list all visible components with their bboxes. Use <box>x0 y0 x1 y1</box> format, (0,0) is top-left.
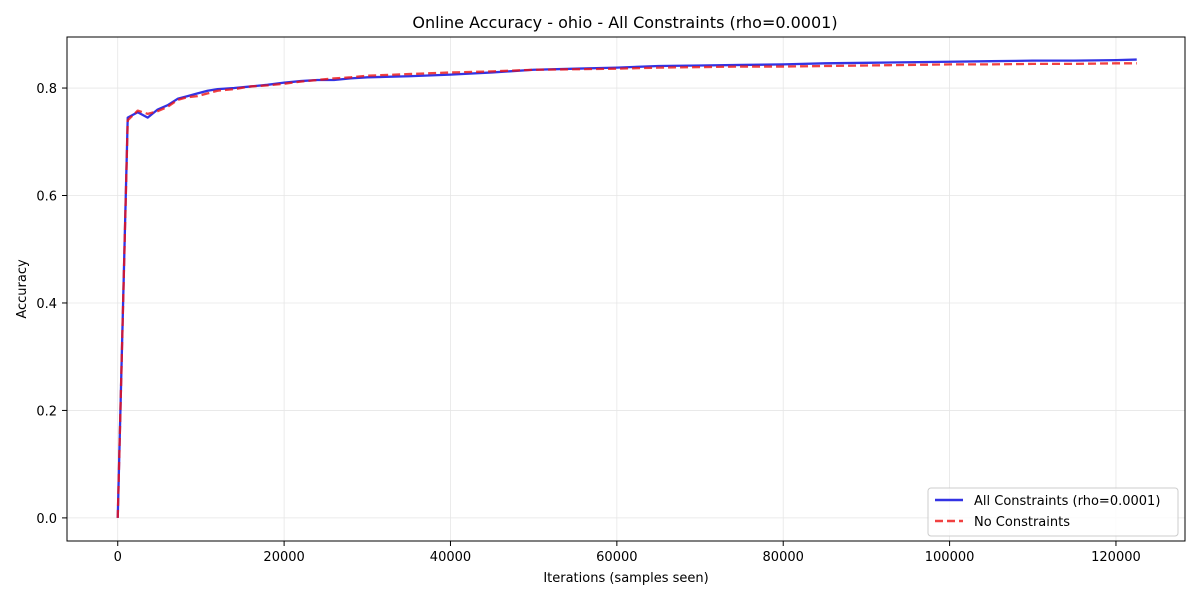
y-tick-label: 0.4 <box>36 297 57 312</box>
x-tick-label: 60000 <box>596 550 637 565</box>
y-tick-label: 0.6 <box>36 190 57 205</box>
series-line-no-constraints <box>116 62 1137 518</box>
series-layer <box>116 58 1137 518</box>
x-tick-label: 20000 <box>263 550 304 565</box>
plot-frame <box>66 36 1186 542</box>
y-tick-label: 0.0 <box>36 512 57 527</box>
x-tick-label: 80000 <box>763 550 804 565</box>
legend-frame <box>927 487 1179 537</box>
legend-label-no-constraints: No Constraints <box>974 515 1070 530</box>
y-axis-label: Accuracy <box>15 259 30 319</box>
y-tick-label: 0.8 <box>36 82 57 97</box>
tick-layer: 0 20000 40000 60000 80000 100000 120000 0.0 0.2 0… <box>36 82 1140 565</box>
grid-layer <box>67 37 1185 541</box>
x-tick-label: 0 <box>114 550 122 565</box>
x-axis-label: Iterations (samples seen) <box>543 571 708 586</box>
legend: All Constraints (rho=0.0001) No Constrai… <box>927 487 1179 537</box>
legend-label-all-constraints: All Constraints (rho=0.0001) <box>974 494 1160 509</box>
x-tick-label: 100000 <box>925 550 975 565</box>
y-tick-label: 0.2 <box>36 404 57 419</box>
x-tick-label: 40000 <box>430 550 471 565</box>
series-line-all-constraints <box>116 58 1137 518</box>
chart-title: Online Accuracy - ohio - All Constraints… <box>412 13 837 32</box>
x-tick-label: 120000 <box>1091 550 1141 565</box>
